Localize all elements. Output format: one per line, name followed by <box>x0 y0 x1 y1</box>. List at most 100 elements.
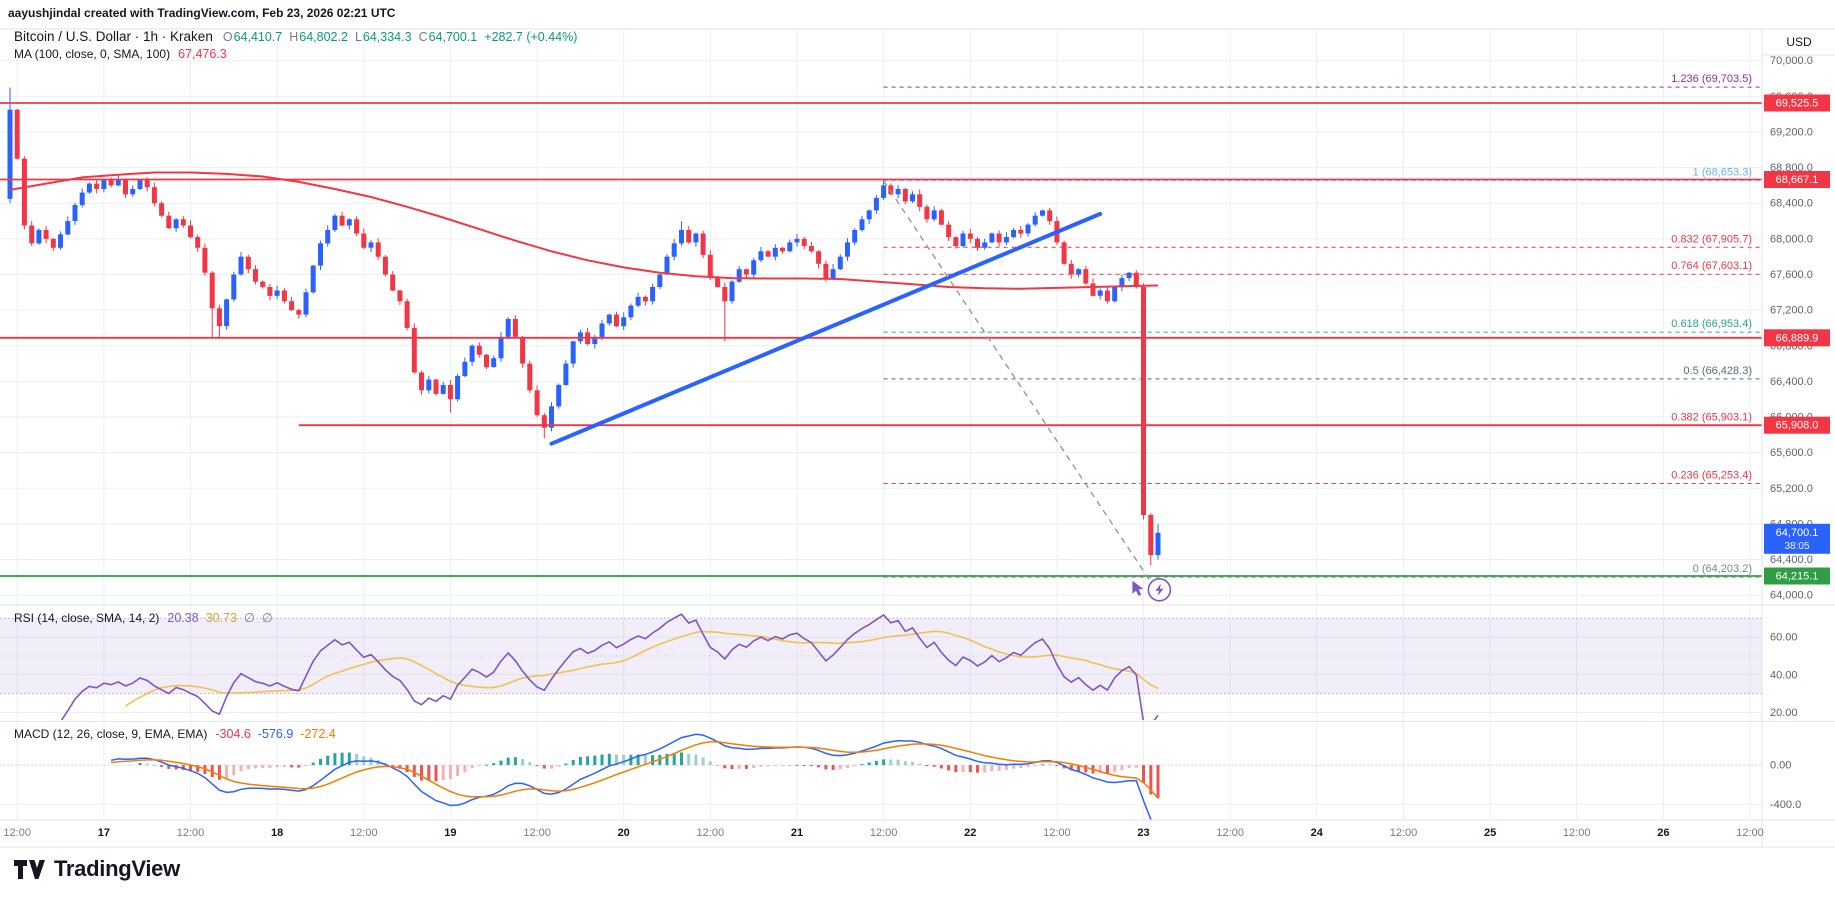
ohlc-change-value: +282.7 (+0.44%) <box>484 30 578 44</box>
rsi-band <box>0 618 1762 694</box>
fib-level-label: 0.764 (67,603.1) <box>1671 260 1752 272</box>
macd-line-value: -576.9 <box>257 727 294 741</box>
time-axis-label: 12:00 <box>1390 827 1418 839</box>
time-axis-label: 18 <box>271 827 283 839</box>
time-axis-label: 26 <box>1657 827 1669 839</box>
time-axis-label: 24 <box>1311 827 1324 839</box>
time-axis-label: 12:00 <box>697 827 725 839</box>
price-badges: 69,525.5 68,667.1 66,889.9 65,908.0 64,215.1… <box>1764 94 1830 585</box>
macd-signal-line[interactable] <box>111 741 1159 799</box>
tradingview-logo-icon <box>14 860 45 879</box>
svg-text:65,200.0: 65,200.0 <box>1770 483 1813 495</box>
time-axis-label: 12:00 <box>350 827 378 839</box>
ma-100-line[interactable] <box>9 171 1159 290</box>
macd-legend: MACD (12, 26, close, 9, EMA, EMA) -304.6… <box>14 727 343 741</box>
time-axis-label: 12:00 <box>177 827 205 839</box>
rsi-legend-label[interactable]: RSI (14, close, SMA, 14, 2) <box>14 611 160 625</box>
price-line-badge: 69,525.5 <box>1776 98 1819 110</box>
svg-text:68,400.0: 68,400.0 <box>1770 198 1813 210</box>
time-axis-label: 21 <box>791 827 803 839</box>
ohlc-high-label: H <box>289 30 299 44</box>
svg-text:0.00: 0.00 <box>1770 760 1791 772</box>
tradingview-wordmark: TradingView <box>54 856 180 881</box>
time-axis-label: 12:00 <box>1563 827 1591 839</box>
time-axis-label: 22 <box>964 827 976 839</box>
fib-level-label: 0.236 (65,253.4) <box>1671 470 1752 482</box>
rsi-band-lower-value: ∅ <box>261 611 273 625</box>
rsi-ma-value: 30.73 <box>205 611 237 625</box>
chart-background <box>0 0 1835 848</box>
time-axis-label: 17 <box>98 827 110 839</box>
tradingview-footer[interactable]: TradingView <box>12 856 180 882</box>
svg-text:40.00: 40.00 <box>1770 669 1798 681</box>
lightning-icon <box>1155 583 1164 596</box>
ma-legend-label[interactable]: MA (100, close, 0, SMA, 100) <box>14 47 171 61</box>
time-axis-label: 12:00 <box>3 827 31 839</box>
trendline[interactable] <box>549 211 1103 446</box>
current-price-badge: 64,700.1 38:05 <box>1764 523 1830 554</box>
time-axis[interactable]: 12:00 17 12:00 18 12:00 19 12:00 20 12:00 21 12:00… <box>3 827 1763 839</box>
time-axis-label: 23 <box>1137 827 1149 839</box>
svg-text:67,600.0: 67,600.0 <box>1770 269 1813 281</box>
time-axis-label: 19 <box>444 827 456 839</box>
fib-level-label: 1.236 (69,703.5) <box>1671 73 1752 85</box>
cursor-icon <box>1132 580 1144 596</box>
ohlc-close-value: 64,700.1 <box>428 30 478 44</box>
fib-level-label: 0.618 (66,953.4) <box>1671 318 1752 330</box>
bar-countdown: 38:05 <box>1784 541 1809 552</box>
ohlc-close-label: C <box>418 30 428 44</box>
svg-text:64,700.1: 64,700.1 <box>1776 527 1819 539</box>
fib-level-label: 0.5 (66,428.3) <box>1684 365 1753 377</box>
pane-separators[interactable] <box>0 28 1835 848</box>
time-axis-label: 12:00 <box>1736 827 1764 839</box>
symbol-title[interactable]: Bitcoin / U.S. Dollar · 1h · Kraken <box>14 29 213 44</box>
price-line-badge: 64,215.1 <box>1776 571 1819 583</box>
ohlc-open-value: 64,410.7 <box>233 30 283 44</box>
svg-text:60.00: 60.00 <box>1770 632 1798 644</box>
macd-line[interactable] <box>110 733 1158 831</box>
svg-text:67,200.0: 67,200.0 <box>1770 305 1813 317</box>
rsi-legend: RSI (14, close, SMA, 14, 2) 20.38 30.73 … <box>14 610 280 625</box>
fib-level-label: 0.382 (65,903.1) <box>1671 412 1752 424</box>
time-axis-label: 12:00 <box>523 827 551 839</box>
fib-level-label: 1 (68,653.3) <box>1693 167 1752 179</box>
rsi-value: 20.38 <box>167 611 199 625</box>
svg-text:64,400.0: 64,400.0 <box>1770 554 1813 566</box>
macd-hist-value: -304.6 <box>215 727 251 741</box>
ohlc-low-value: 64,334.3 <box>362 30 412 44</box>
macd-legend-label[interactable]: MACD (12, 26, close, 9, EMA, EMA) <box>14 727 208 741</box>
price-line-badge: 65,908.0 <box>1776 420 1819 432</box>
ohlc-low-label: L <box>354 30 362 44</box>
macd-signal-value: -272.4 <box>300 727 336 741</box>
svg-text:70,000.0: 70,000.0 <box>1770 55 1813 67</box>
ohlc-high-value: 64,802.2 <box>299 30 348 44</box>
time-axis-label: 12:00 <box>1216 827 1244 839</box>
rsi-band-lines <box>0 617 1762 695</box>
time-axis-label: 20 <box>618 827 630 839</box>
fib-retracement[interactable]: 1.236 (69,703.5) 1 (68,653.3) 0.832 (67,90… <box>883 73 1762 578</box>
fib-level-label: 0.832 (67,905.7) <box>1671 233 1752 245</box>
attribution-text: aayushjindal created with TradingView.co… <box>8 6 396 20</box>
ma-legend-row: MA (100, close, 0, SMA, 100) 67,476.3 <box>14 47 584 61</box>
rsi-line[interactable] <box>32 613 1159 750</box>
price-line-badge: 66,889.9 <box>1776 332 1819 344</box>
signal-marker[interactable] <box>1132 577 1172 602</box>
svg-text:64,000.0: 64,000.0 <box>1770 590 1813 602</box>
svg-text:-400.0: -400.0 <box>1770 799 1801 811</box>
currency-label[interactable]: USD <box>1762 30 1835 56</box>
macd-histogram <box>138 752 1160 799</box>
projection-dashed-line[interactable] <box>883 180 1152 583</box>
time-axis-label: 12:00 <box>870 827 898 839</box>
rsi-band-upper-value: ∅ <box>243 611 255 625</box>
ohlc-open-label: O <box>222 30 233 44</box>
svg-text:68,000.0: 68,000.0 <box>1770 233 1813 245</box>
main-legend: Bitcoin / U.S. Dollar · 1h · Kraken O 64… <box>14 29 584 61</box>
svg-text:66,400.0: 66,400.0 <box>1770 376 1813 388</box>
time-axis-label: 25 <box>1484 827 1496 839</box>
symbol-legend-row: Bitcoin / U.S. Dollar · 1h · Kraken O 64… <box>14 29 584 44</box>
svg-text:65,600.0: 65,600.0 <box>1770 447 1813 459</box>
svg-text:20.00: 20.00 <box>1770 707 1798 719</box>
svg-text:USD: USD <box>1786 35 1812 49</box>
time-axis-label: 12:00 <box>1043 827 1071 839</box>
chart-canvas[interactable]: 1.236 (69,703.5) 1 (68,653.3) 0.832 (67,90… <box>0 0 1835 848</box>
